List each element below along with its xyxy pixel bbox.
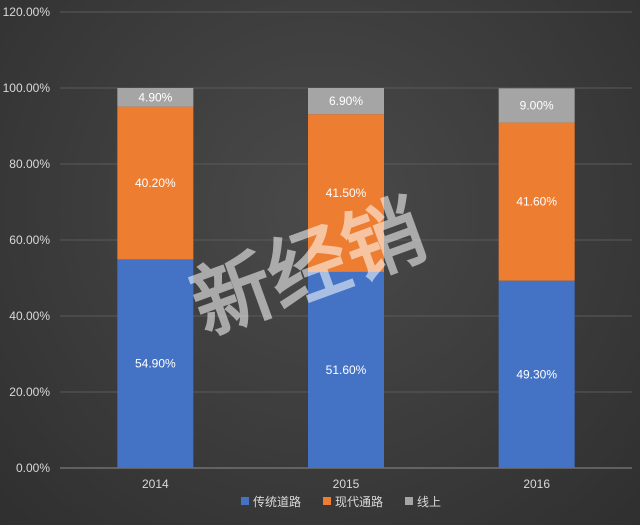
data-label: 49.30% [516,367,557,381]
y-tick-label: 20.00% [9,385,50,399]
data-label: 4.90% [138,90,172,104]
x-axis: 2014 2015 2016 [142,477,550,491]
data-label: 54.90% [135,357,176,371]
y-tick-label: 100.00% [3,81,51,95]
legend-swatch [241,497,249,505]
bar-segment [308,88,384,115]
legend-label: 线上 [417,495,441,509]
y-tick-label: 60.00% [9,233,50,247]
legend: 传统道路 现代通路 线上 [241,494,441,509]
bar-segment [117,259,194,468]
y-tick-label: 0.00% [16,461,50,475]
bar-segment [308,271,384,468]
bar-segment [117,106,194,260]
legend-label: 现代通路 [335,494,383,509]
bars: 54.90% 40.20% 4.90% 51.60% 41.50% 6.90% 49.30%… [117,88,575,468]
bar-segment [498,122,575,281]
y-tick-label: 80.00% [9,157,50,171]
legend-label: 传统道路 [253,494,301,509]
data-label: 41.50% [326,186,367,200]
y-axis: 0.00% 20.00% 40.00% 60.00% 80.00% 100.00% 120.… [3,5,51,475]
bar-segment [308,114,384,272]
data-label: 6.90% [329,94,363,108]
x-tick-label: 2014 [142,477,169,491]
y-tick-label: 120.00% [3,5,51,19]
bar-segment [498,88,575,123]
data-label: 41.60% [516,195,557,209]
legend-swatch [405,497,413,505]
x-tick-label: 2015 [333,477,360,491]
bar-segment [117,88,194,107]
bar-segment [498,280,575,468]
data-label: 40.20% [135,176,176,190]
legend-swatch [323,497,331,505]
data-label: 9.00% [520,98,554,112]
x-tick-label: 2016 [523,477,550,491]
data-label: 51.60% [326,363,367,377]
y-tick-label: 40.00% [9,309,50,323]
